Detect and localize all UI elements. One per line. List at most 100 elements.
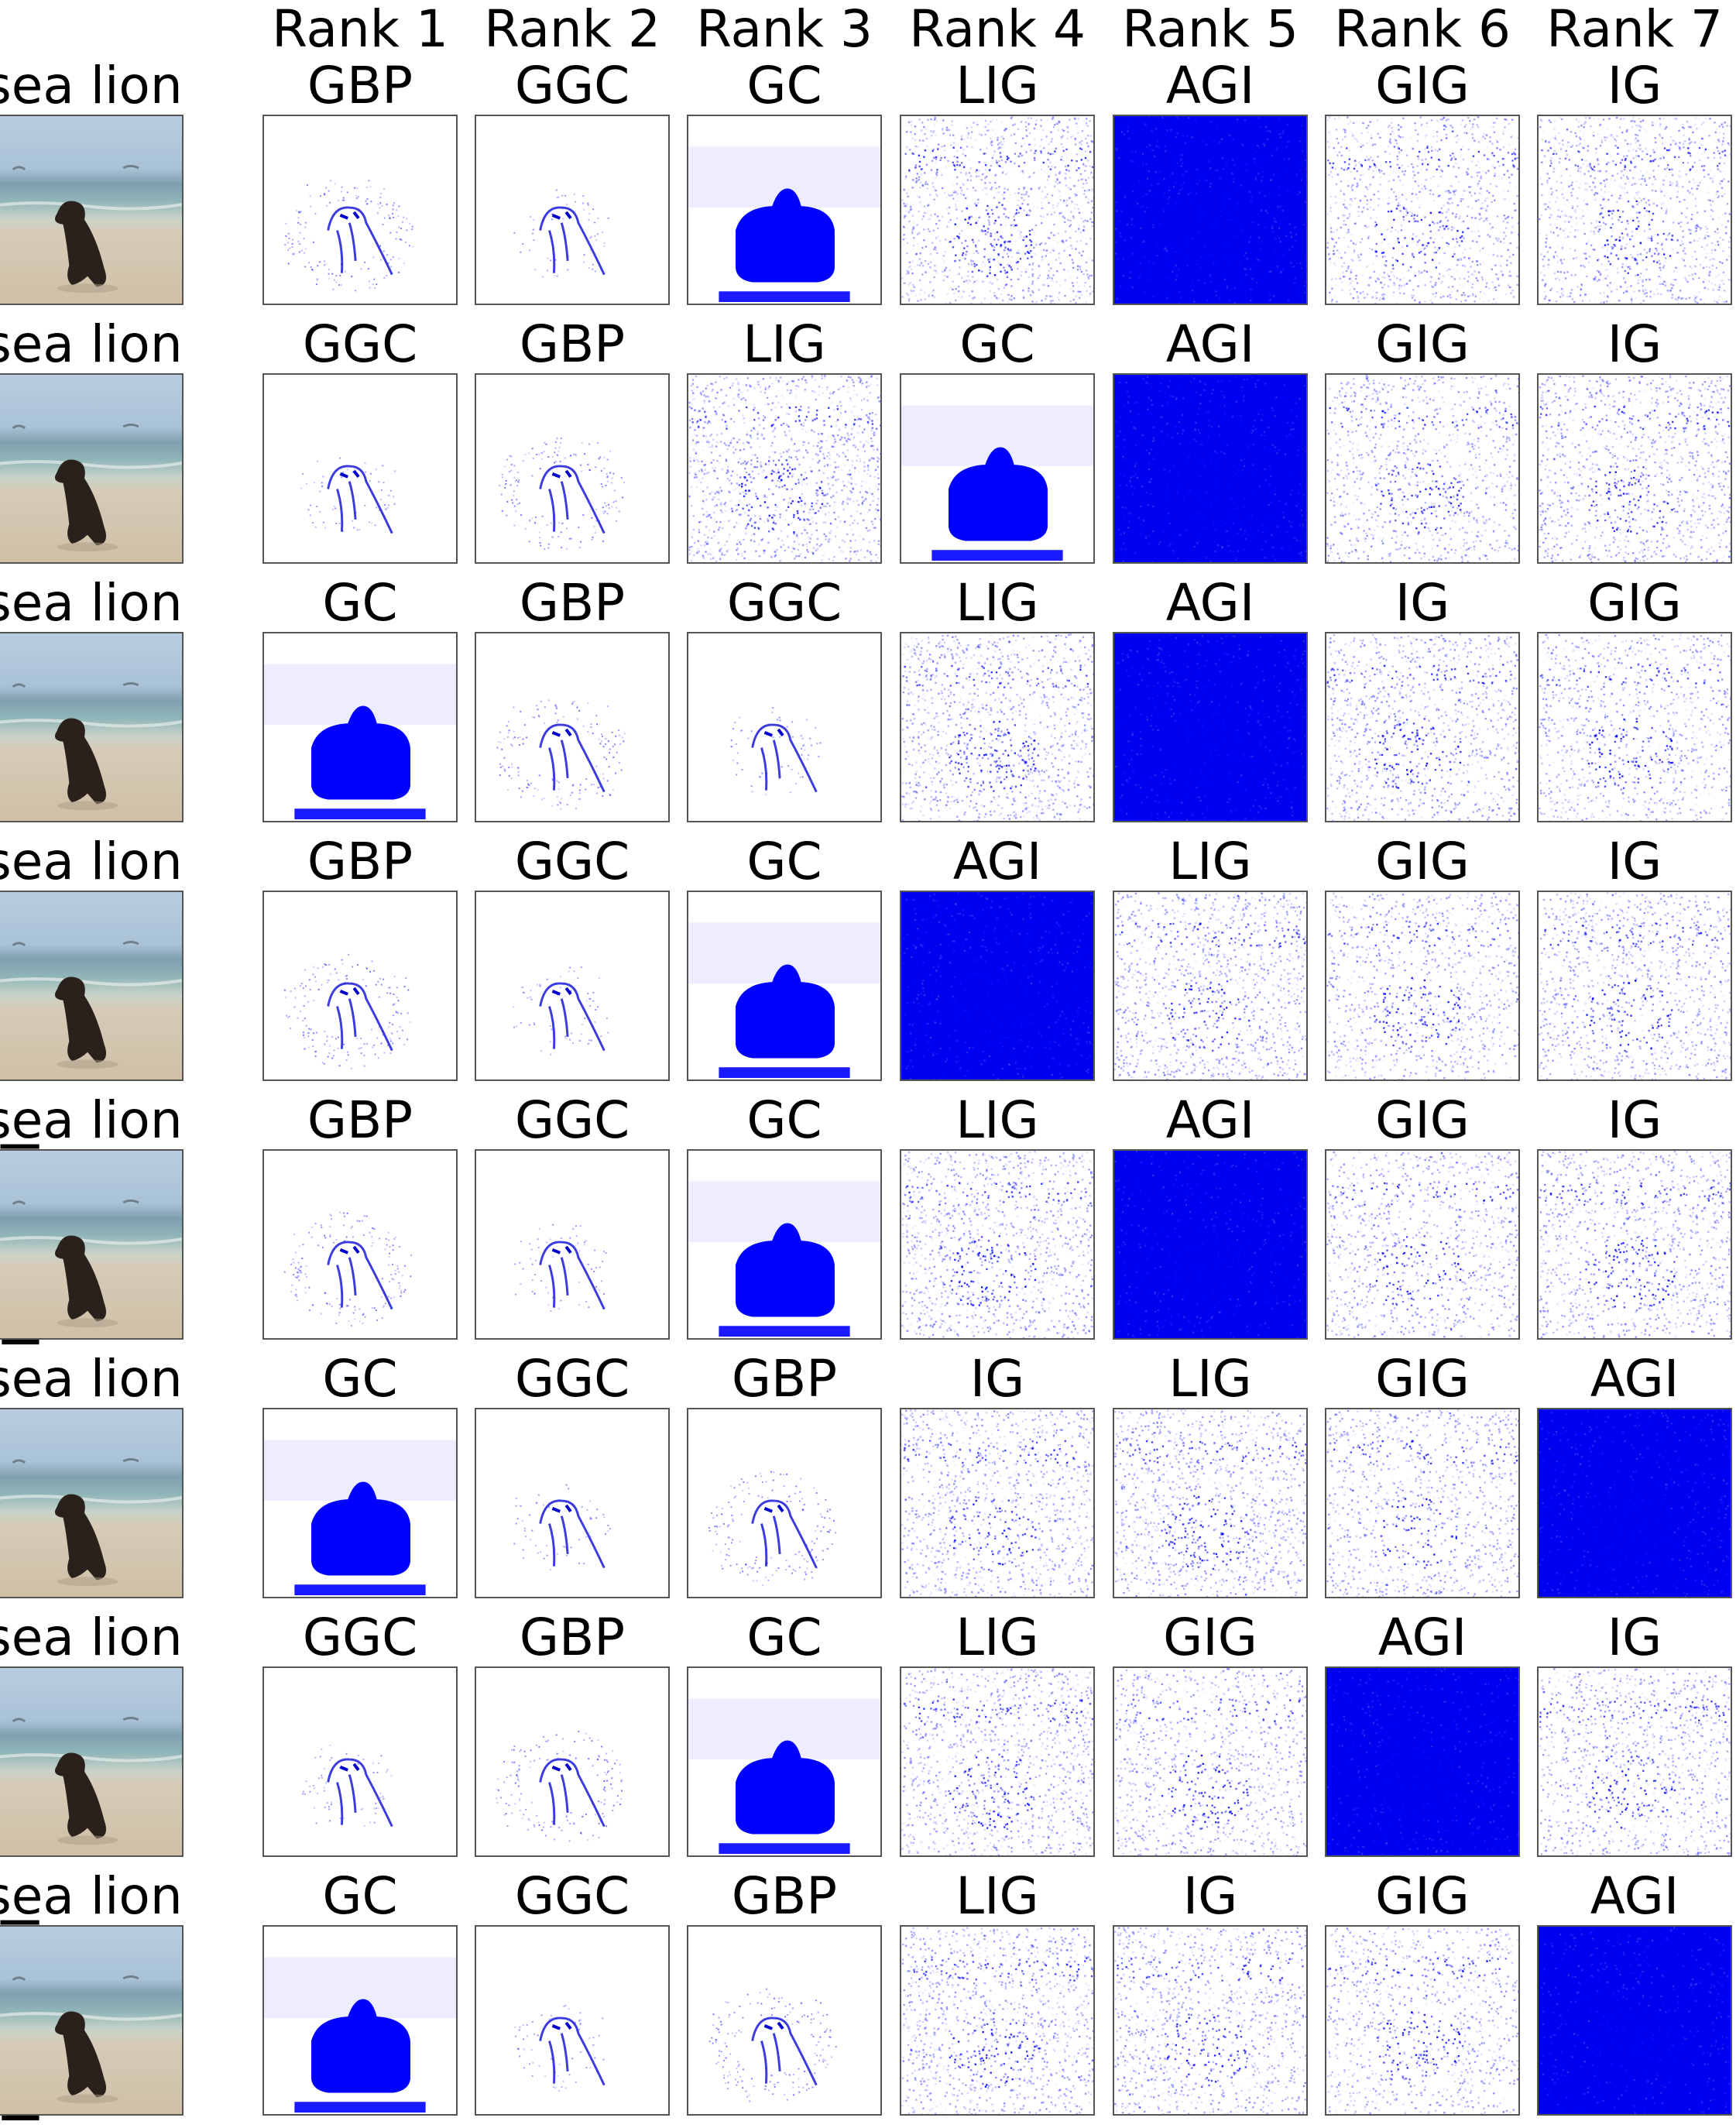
saliency-map-ggc: [475, 1149, 670, 1340]
saliency-map-gig: [1325, 115, 1520, 305]
saliency-map-agi: [1113, 632, 1308, 822]
saliency-map-gc: [687, 1666, 882, 1857]
saliency-map-agi: [1537, 1408, 1732, 1598]
method-label: LIG: [896, 58, 1099, 114]
method-label: AGI: [1109, 1093, 1312, 1148]
class-label: sea lion: [0, 317, 185, 372]
method-label: GGC: [471, 1093, 674, 1148]
rank-header: Rank 4: [896, 2, 1099, 57]
saliency-map-gc: [687, 1149, 882, 1340]
method-label: GBP: [259, 1093, 461, 1148]
saliency-map-gig: [1537, 632, 1732, 822]
method-label: GBP: [683, 1351, 886, 1407]
saliency-map-lig: [687, 373, 882, 564]
saliency-map-agi: [1113, 373, 1308, 564]
saliency-map-lig: [900, 1149, 1095, 1340]
saliency-map-lig: [900, 1666, 1095, 1857]
method-label: GC: [683, 58, 886, 114]
saliency-map-ig: [1537, 373, 1732, 564]
method-label: GC: [896, 317, 1099, 372]
saliency-map-gbp: [475, 373, 670, 564]
input-image: [0, 1408, 184, 1598]
method-label: LIG: [683, 317, 886, 372]
method-label: GIG: [1321, 317, 1524, 372]
input-image: [0, 1149, 184, 1340]
saliency-map-ig: [1113, 1925, 1308, 2116]
input-image: [0, 1666, 184, 1857]
class-label: sea lion: [0, 1869, 185, 1924]
method-label: GC: [259, 1351, 461, 1407]
method-label: GC: [259, 1869, 461, 1924]
method-label: GGC: [259, 1610, 461, 1666]
saliency-map-lig: [900, 115, 1095, 305]
class-label: sea lion: [0, 58, 185, 114]
method-label: LIG: [896, 1610, 1099, 1666]
saliency-map-ggc: [475, 115, 670, 305]
saliency-map-gc: [262, 1925, 458, 2116]
method-label: GIG: [1109, 1610, 1312, 1666]
method-label: AGI: [1109, 317, 1312, 372]
method-label: GIG: [1321, 834, 1524, 890]
input-image: [0, 115, 184, 305]
saliency-map-ig: [1537, 115, 1732, 305]
saliency-map-gig: [1325, 373, 1520, 564]
saliency-map-lig: [1113, 891, 1308, 1081]
method-label: GIG: [1321, 1351, 1524, 1407]
saliency-map-agi: [1537, 1925, 1732, 2116]
saliency-map-gbp: [687, 1408, 882, 1598]
saliency-map-gbp: [262, 1149, 458, 1340]
method-label: IG: [1533, 317, 1736, 372]
method-label: LIG: [896, 1869, 1099, 1924]
method-label: GGC: [471, 1351, 674, 1407]
saliency-map-gc: [262, 1408, 458, 1598]
method-label: LIG: [896, 1093, 1099, 1148]
saliency-map-lig: [900, 1925, 1095, 2116]
class-label: sea lion: [0, 1351, 185, 1407]
rank-header: Rank 7: [1533, 2, 1736, 57]
method-label: LIG: [1109, 1351, 1312, 1407]
method-label: LIG: [1109, 834, 1312, 890]
method-label: IG: [1109, 1869, 1312, 1924]
class-label: sea lion: [0, 834, 185, 890]
saliency-map-ig: [1537, 891, 1732, 1081]
saliency-map-ggc: [475, 891, 670, 1081]
saliency-map-lig: [1113, 1408, 1308, 1598]
method-label: GBP: [259, 58, 461, 114]
saliency-map-gig: [1325, 1149, 1520, 1340]
rank-header: Rank 1: [259, 2, 461, 57]
method-label: GC: [683, 1093, 886, 1148]
saliency-map-lig: [900, 632, 1095, 822]
method-label: GIG: [1321, 1093, 1524, 1148]
method-label: GIG: [1533, 575, 1736, 631]
method-label: GBP: [683, 1869, 886, 1924]
class-label: sea lion: [0, 1093, 185, 1148]
method-label: GGC: [683, 575, 886, 631]
method-label: GBP: [471, 575, 674, 631]
saliency-map-ggc: [262, 1666, 458, 1857]
saliency-map-agi: [1325, 1666, 1520, 1857]
saliency-map-ig: [1537, 1666, 1732, 1857]
method-label: GBP: [471, 1610, 674, 1666]
input-image: [0, 1925, 184, 2116]
saliency-map-ggc: [475, 1408, 670, 1598]
saliency-map-ig: [1325, 632, 1520, 822]
saliency-map-gc: [262, 632, 458, 822]
rank-header: Rank 2: [471, 2, 674, 57]
class-label: sea lion: [0, 575, 185, 631]
method-label: IG: [1321, 575, 1524, 631]
saliency-map-gc: [687, 115, 882, 305]
method-label: GBP: [259, 834, 461, 890]
saliency-map-ig: [900, 1408, 1095, 1598]
method-label: AGI: [1109, 58, 1312, 114]
method-label: AGI: [1533, 1351, 1736, 1407]
method-label: GC: [259, 575, 461, 631]
saliency-map-gig: [1325, 1925, 1520, 2116]
method-label: AGI: [1109, 575, 1312, 631]
rank-header: Rank 6: [1321, 2, 1524, 57]
method-label: IG: [896, 1351, 1099, 1407]
saliency-map-ggc: [262, 373, 458, 564]
method-label: IG: [1533, 58, 1736, 114]
method-label: IG: [1533, 1093, 1736, 1148]
rank-header: Rank 3: [683, 2, 886, 57]
method-label: GGC: [259, 317, 461, 372]
